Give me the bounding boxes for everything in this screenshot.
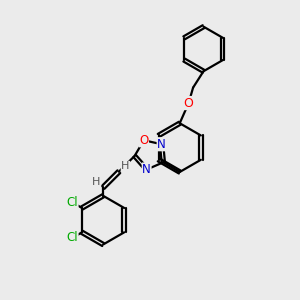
Text: H: H xyxy=(92,177,101,187)
Text: Cl: Cl xyxy=(66,232,78,244)
Text: O: O xyxy=(139,134,148,147)
Text: H: H xyxy=(121,161,130,171)
Text: Cl: Cl xyxy=(66,196,78,209)
Text: N: N xyxy=(142,163,151,176)
Text: N: N xyxy=(157,138,166,151)
Text: O: O xyxy=(184,97,194,110)
